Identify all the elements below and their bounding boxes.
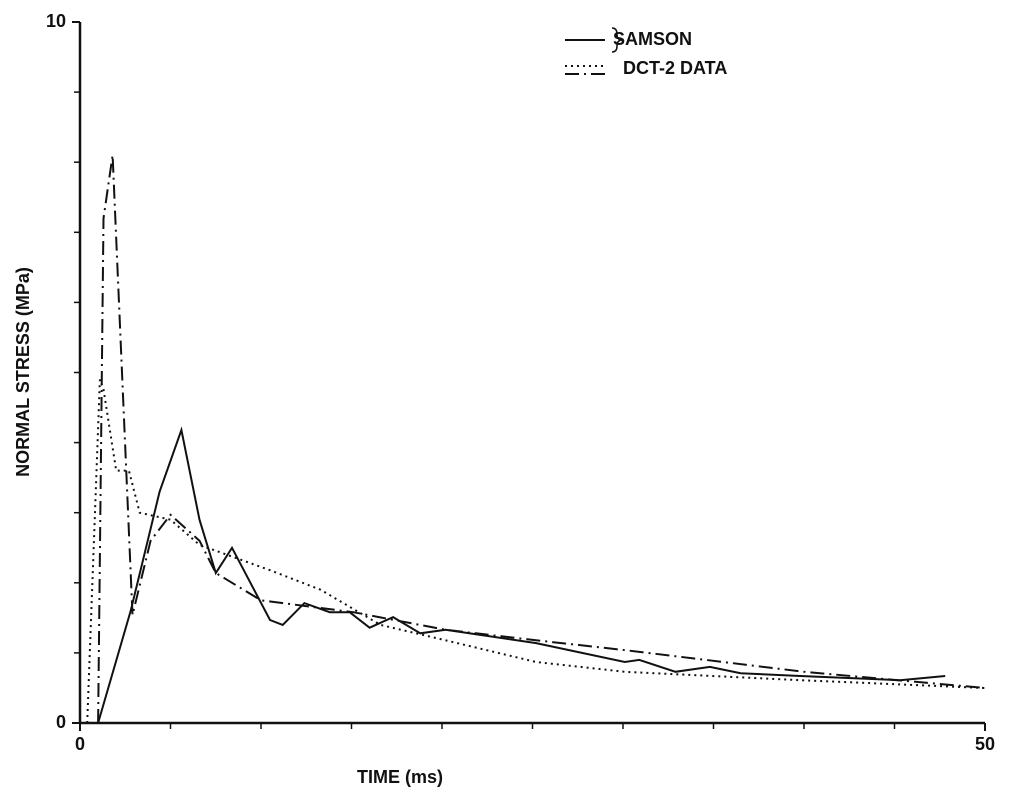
x-tick-label: 0 — [75, 734, 85, 754]
series-line — [97, 426, 946, 724]
y-axis-label: NORMAL STRESS (MPa) — [13, 267, 33, 477]
series-line — [97, 155, 986, 724]
series-line — [86, 379, 986, 724]
legend-brace — [611, 27, 623, 53]
legend-label: SAMSON — [613, 29, 692, 49]
y-tick-label: 10 — [46, 11, 66, 31]
y-tick-label: 0 — [56, 712, 66, 732]
legend-label: DCT-2 DATA — [623, 58, 727, 78]
x-axis-label: TIME (ms) — [357, 767, 443, 787]
x-tick-label: 50 — [975, 734, 995, 754]
